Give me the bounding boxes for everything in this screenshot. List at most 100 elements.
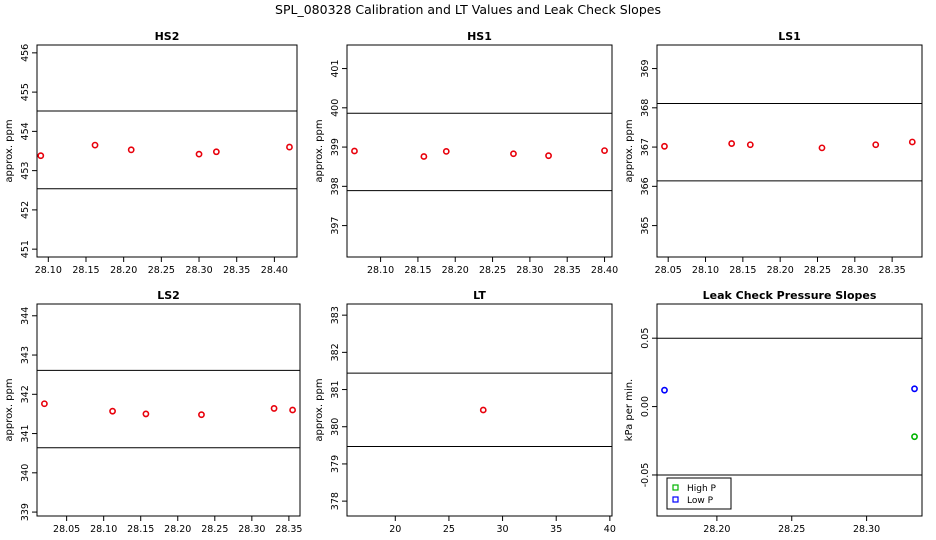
plot-frame [656, 303, 923, 517]
panel-5: LT approx. ppm 20 25 30 35 40 378 379 380 381 382 38… [314, 289, 616, 535]
panel-title: HS2 [155, 30, 180, 43]
y-tick-label: 398 [330, 177, 341, 195]
data-point [908, 138, 916, 146]
x-tick-label: 28.25 [148, 265, 175, 276]
data-point [746, 141, 754, 149]
x-tick-label: 25 [443, 524, 455, 535]
y-tick-label: 365 [640, 217, 651, 235]
x-tick-label: 28.10 [35, 265, 62, 276]
y-tick-label: 341 [20, 424, 31, 442]
x-tick-label: 28.25 [479, 265, 506, 276]
y-tick-label: 369 [640, 59, 651, 77]
x-tick-label: 28.35 [223, 265, 250, 276]
x-tick-label: 28.20 [442, 265, 469, 276]
data-point [351, 147, 358, 155]
panel-title: LS2 [157, 289, 180, 302]
page-title: SPL_080328 Calibration and LT Values and… [275, 2, 661, 17]
x-tick-label: 28.15 [404, 265, 431, 276]
data-point [127, 146, 135, 154]
data-point [270, 405, 278, 412]
panel-title: LT [473, 289, 486, 302]
y-tick-label: 455 [20, 83, 31, 101]
data-point [872, 141, 880, 149]
x-tick-label: 28.20 [164, 524, 191, 535]
x-tick-label: 28.15 [127, 524, 154, 535]
y-tick-label: -0.05 [640, 463, 651, 488]
legend-box [666, 477, 732, 510]
legend-label: Low P [687, 496, 714, 506]
panel-title: Leak Check Pressure Slopes [703, 289, 877, 302]
y-tick-label: 340 [20, 464, 31, 482]
x-tick-label: 28.30 [516, 265, 543, 276]
plot-frame [36, 44, 298, 258]
panel-3: LS1 approx. ppm 28.05 28.10 28.15 28.20 28.25 2… [624, 30, 923, 276]
x-tick-label: 28.35 [879, 265, 906, 276]
y-axis-label: approx. ppm [314, 119, 325, 182]
y-tick-label: 383 [330, 306, 341, 324]
x-tick-label: 28.35 [275, 524, 302, 535]
y-tick-label: 454 [20, 122, 31, 140]
y-tick-label: 343 [20, 346, 31, 364]
panel-6: Leak Check Pressure Slopes kPa per min. 28… [624, 289, 923, 535]
x-tick-label: 28.30 [238, 524, 265, 535]
y-tick-label: 451 [20, 240, 31, 258]
x-tick-label: 28.30 [853, 524, 880, 535]
data-point [442, 147, 450, 155]
data-point [661, 142, 668, 150]
legend-label: High P [687, 484, 717, 494]
data-point [601, 147, 608, 155]
y-tick-label: 382 [330, 343, 341, 361]
y-tick-label: 401 [330, 59, 341, 77]
data-point [545, 152, 552, 160]
legend-marker [672, 484, 679, 491]
data-point [728, 140, 736, 147]
y-tick-label: 378 [330, 492, 341, 510]
y-tick-label: 400 [330, 99, 341, 117]
legend-marker [672, 496, 679, 503]
panel-title: HS1 [467, 30, 492, 43]
x-tick-label: 28.15 [729, 265, 756, 276]
y-tick-label: 452 [20, 201, 31, 219]
y-tick-label: 342 [20, 385, 31, 403]
x-tick-label: 28.10 [367, 265, 394, 276]
x-tick-label: 28.20 [703, 524, 730, 535]
data-point [818, 144, 826, 152]
x-tick-label: 28.25 [201, 524, 228, 535]
y-axis-label: kPa per min. [624, 379, 635, 442]
data-point [109, 407, 116, 415]
x-tick-label: 28.40 [261, 265, 288, 276]
x-tick-label: 28.05 [53, 524, 80, 535]
y-tick-label: 367 [640, 138, 651, 156]
x-tick-label: 28.30 [841, 265, 868, 276]
y-tick-label: 344 [20, 307, 31, 325]
x-tick-label: 28.15 [72, 265, 99, 276]
y-tick-label: 381 [330, 380, 341, 398]
x-tick-label: 28.20 [110, 265, 137, 276]
panel-1: HS2 approx. ppm 28.10 28.15 28.20 28.25 28.30 2… [4, 30, 298, 276]
data-point [510, 150, 517, 158]
y-tick-label: 339 [20, 503, 31, 521]
data-point [661, 386, 668, 394]
y-tick-label: 368 [640, 99, 651, 117]
data-point [479, 406, 487, 414]
y-tick-label: 380 [330, 418, 341, 436]
y-tick-label: 366 [640, 177, 651, 195]
x-tick-label: 28.25 [778, 524, 805, 535]
x-tick-label: 40 [604, 524, 616, 535]
data-point [195, 150, 203, 158]
y-axis-label: approx. ppm [4, 119, 15, 182]
panel-2: HS1 approx. ppm 28.10 28.15 28.20 28.25 28.30 2… [314, 30, 618, 276]
x-tick-label: 28.35 [554, 265, 581, 276]
x-tick-label: 28.40 [591, 265, 618, 276]
data-point [420, 153, 428, 160]
x-tick-label: 28.20 [767, 265, 794, 276]
x-tick-label: 35 [550, 524, 562, 535]
plot-frame [346, 303, 613, 517]
data-point [41, 400, 48, 408]
y-axis-label: approx. ppm [624, 119, 635, 182]
y-tick-label: 0.00 [640, 396, 651, 417]
x-tick-label: 28.10 [90, 524, 117, 535]
x-tick-label: 30 [497, 524, 509, 535]
data-point [212, 148, 220, 156]
y-tick-label: 397 [330, 217, 341, 235]
